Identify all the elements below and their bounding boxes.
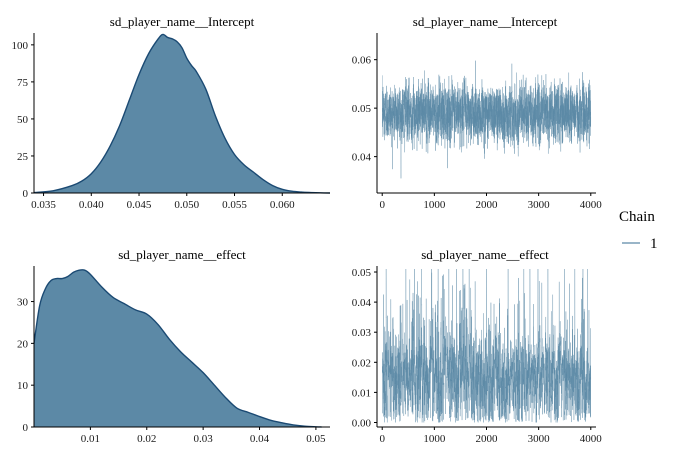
plot-area: 0.01 0.02 0.03 0.04 0.05 0 10 20 30 <box>17 266 330 445</box>
plot-area: 0 1000 2000 3000 4000 0.04 0.05 0.06 <box>352 33 603 211</box>
x-tick-label: 0.05 <box>306 433 326 445</box>
y-tick-label: 0.05 <box>352 267 372 279</box>
y-tick-label: 0.00 <box>352 417 372 429</box>
y-tick-label: 75 <box>17 77 29 89</box>
trace-line <box>382 269 591 424</box>
x-tick-label: 2000 <box>476 433 499 445</box>
y-tick-label: 30 <box>17 297 29 309</box>
panel-density-effect: sd_player_name__effect 0.01 0.02 0.03 0.04 0… <box>17 247 330 445</box>
x-tick-label: 4000 <box>580 199 603 211</box>
x-tick-label: 0.02 <box>137 433 156 445</box>
y-tick-label: 50 <box>17 114 29 126</box>
legend-label: 1 <box>650 236 658 252</box>
y-tick-label: 0.05 <box>352 103 372 115</box>
panel-title: sd_player_name__effect <box>421 247 549 262</box>
plot-area: 0.035 0.040 0.045 0.050 0.055 0.060 0 25 50 75 100 <box>12 33 331 211</box>
x-tick-label: 2000 <box>476 199 499 211</box>
x-tick-label: 0.035 <box>31 199 56 211</box>
y-tick-label: 0 <box>23 422 29 434</box>
x-tick-label: 1000 <box>423 433 446 445</box>
legend-title: Chain <box>619 209 655 225</box>
x-tick-label: 0.040 <box>79 199 104 211</box>
y-tick-label: 0.04 <box>352 152 372 164</box>
density-area <box>34 269 322 427</box>
panel-title: sd_player_name__Intercept <box>110 14 255 29</box>
trace-line <box>382 60 591 179</box>
y-tick-label: 25 <box>17 151 29 163</box>
y-tick-label: 0.03 <box>352 327 372 339</box>
density-line <box>33 269 322 428</box>
y-tick-label: 0.04 <box>352 297 372 309</box>
x-tick-label: 0.01 <box>81 433 100 445</box>
x-tick-label: 3000 <box>528 199 551 211</box>
panel-trace-intercept: sd_player_name__Intercept 0 1000 2000 3000 4… <box>352 14 603 211</box>
x-tick-label: 0.04 <box>250 433 270 445</box>
x-tick-label: 3000 <box>528 433 551 445</box>
y-tick-label: 20 <box>17 338 29 350</box>
x-tick-label: 0.060 <box>270 199 295 211</box>
y-tick-label: 0.06 <box>352 55 372 67</box>
panel-title: sd_player_name__Intercept <box>413 14 558 29</box>
density-area <box>34 34 330 193</box>
x-tick-label: 0 <box>379 199 385 211</box>
y-tick-label: 0.01 <box>352 387 371 399</box>
x-tick-label: 0 <box>379 433 385 445</box>
density-line <box>33 33 331 194</box>
y-tick-label: 10 <box>17 380 29 392</box>
plot-area: 0 1000 2000 3000 4000 0.00 0.01 0.02 0.03 0.04 0.0… <box>352 266 603 445</box>
panel-title: sd_player_name__effect <box>118 247 246 262</box>
y-tick-label: 100 <box>12 40 29 52</box>
legend: Chain 1 <box>619 209 658 252</box>
x-tick-label: 0.050 <box>174 199 199 211</box>
x-tick-label: 4000 <box>580 433 603 445</box>
x-tick-label: 1000 <box>423 199 446 211</box>
panel-trace-effect: sd_player_name__effect 0 1000 2000 3000 4000… <box>352 247 603 445</box>
y-tick-label: 0.02 <box>352 357 371 369</box>
x-tick-label: 0.045 <box>127 199 152 211</box>
y-tick-label: 0 <box>23 188 29 200</box>
x-tick-label: 0.055 <box>222 199 247 211</box>
x-tick-label: 0.03 <box>194 433 214 445</box>
panel-density-intercept: sd_player_name__Intercept 0.035 0.040 0.04… <box>12 14 331 211</box>
